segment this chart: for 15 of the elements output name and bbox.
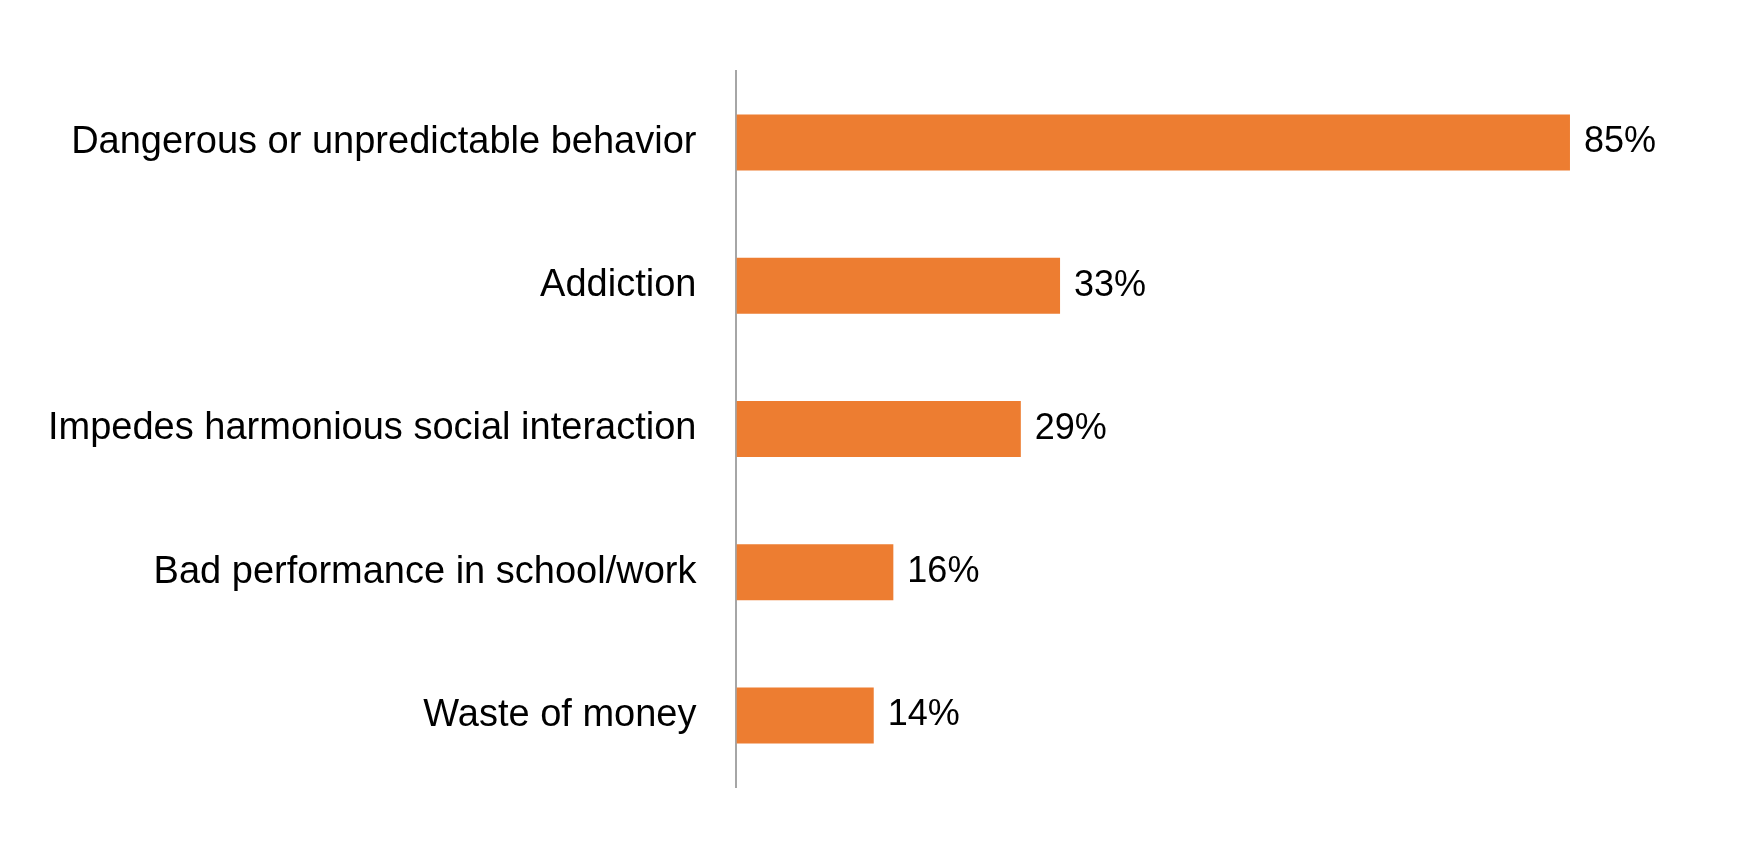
y-tick-label: Dangerous or unpredictable behavior	[71, 118, 697, 161]
data-label: 33%	[1074, 262, 1147, 304]
data-label: 16%	[907, 549, 980, 591]
y-tick-label: Waste of money	[423, 692, 697, 735]
y-tick-label: Bad performance in school/work	[153, 548, 698, 591]
data-label: 14%	[887, 692, 960, 734]
data-label: 85%	[1583, 119, 1657, 161]
bar	[736, 114, 1570, 171]
bar	[736, 257, 1061, 314]
y-tick-label: Addiction	[540, 262, 697, 305]
data-label: 29%	[1034, 405, 1107, 447]
bar	[736, 687, 874, 744]
bar	[736, 401, 1021, 457]
bar	[736, 544, 894, 601]
y-tick-label: Impedes harmonious social interaction	[48, 405, 697, 448]
